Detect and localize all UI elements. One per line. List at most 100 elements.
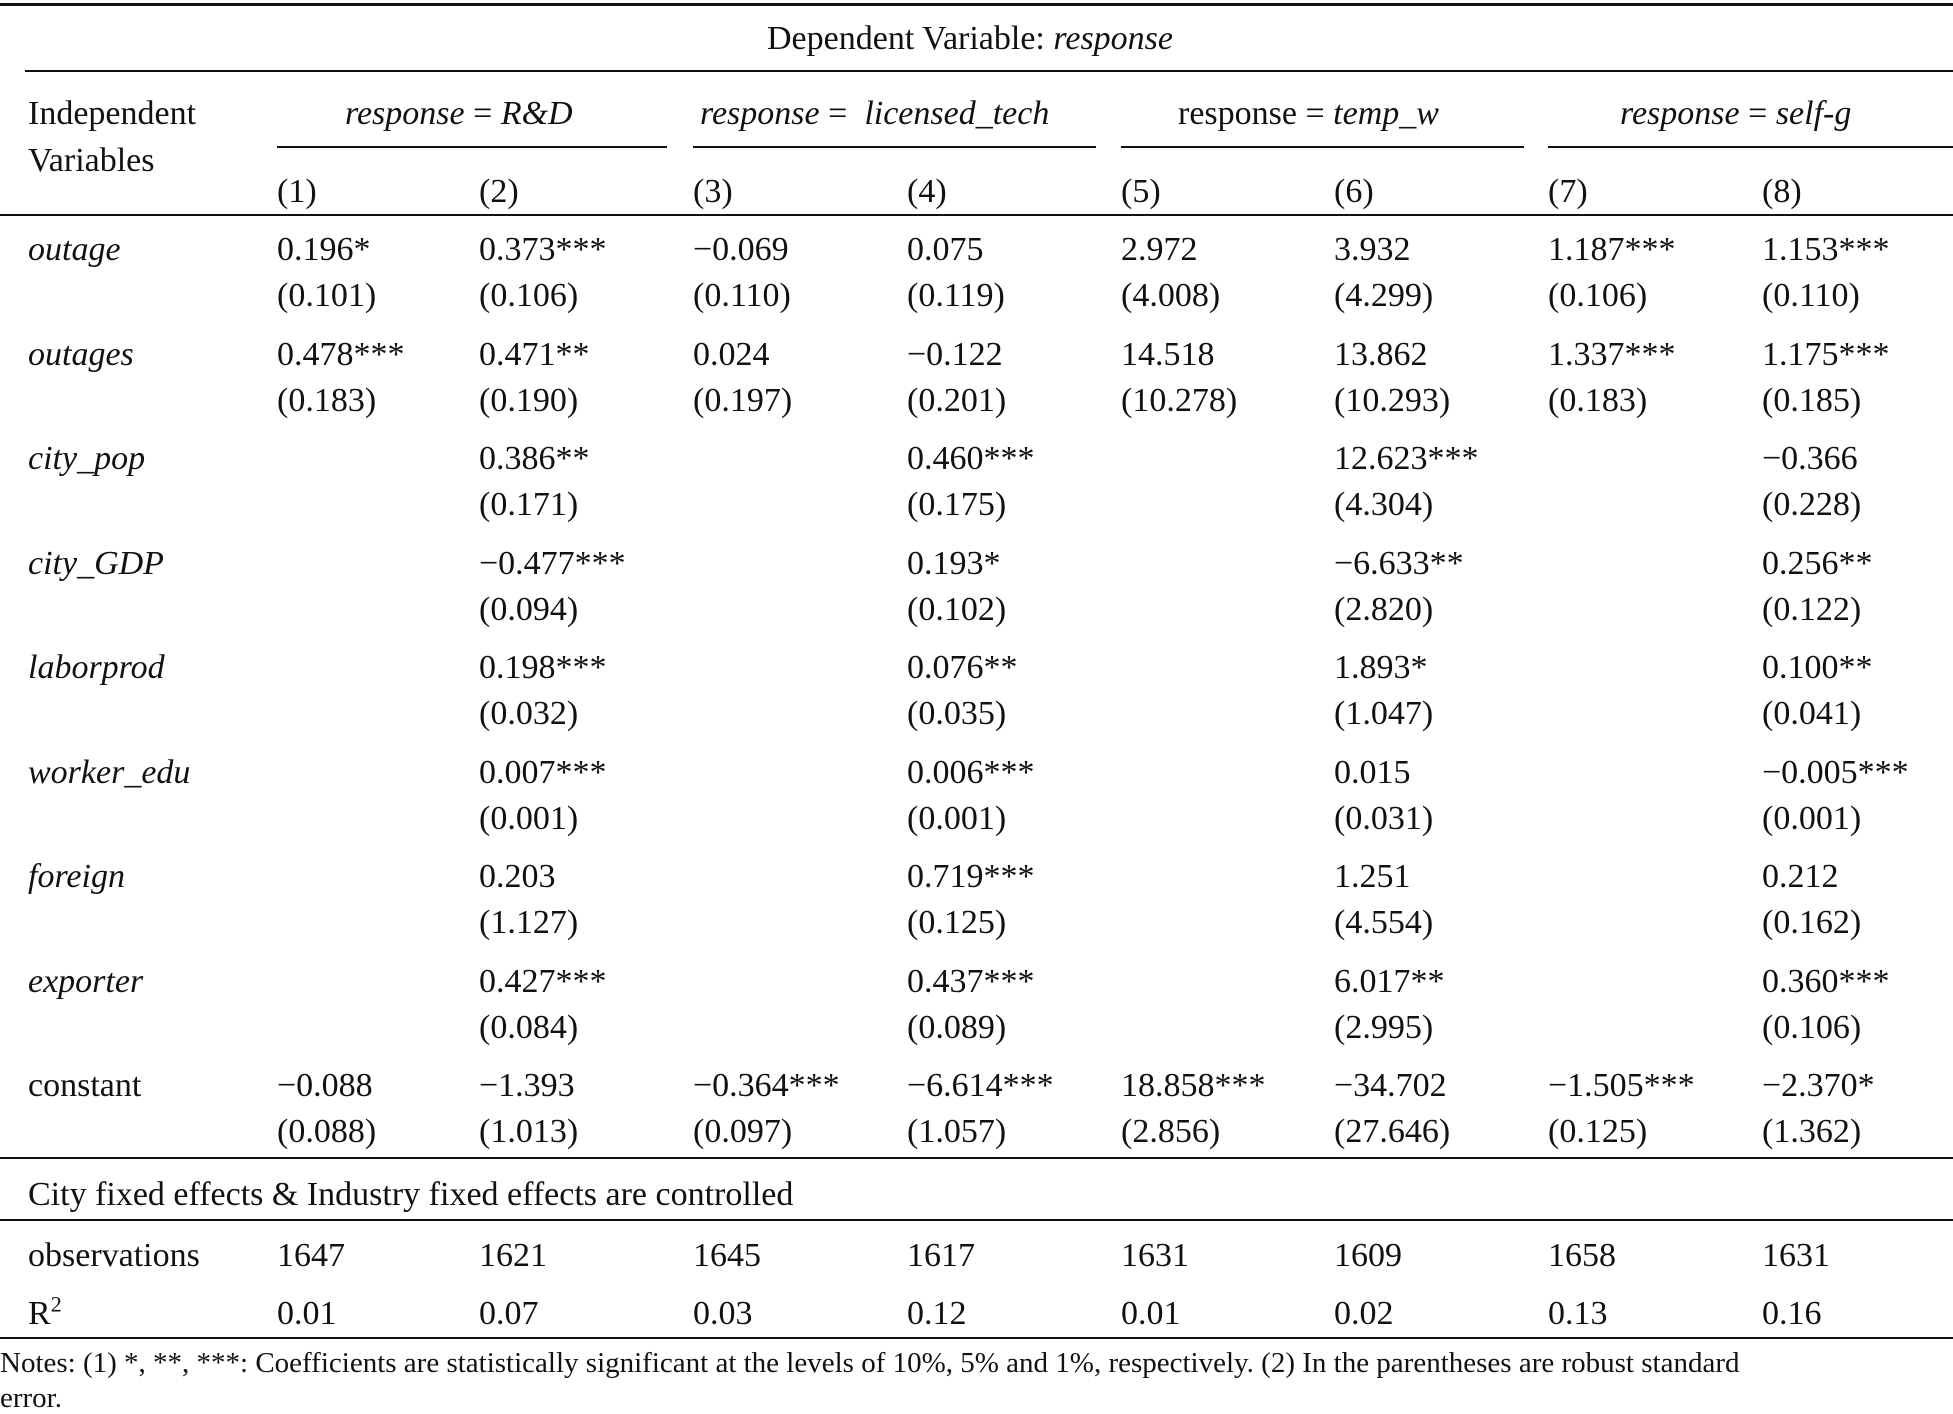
group-rule-2 (693, 146, 1096, 148)
std-error-cell: (1.362) (1762, 1113, 1862, 1150)
group-equals: = (1739, 95, 1776, 132)
coefficient-cell: 0.427*** (479, 962, 607, 1000)
column-number: (3) (693, 173, 733, 210)
coefficient-cell: 0.471** (479, 335, 590, 373)
notes-line-1: Notes: (1) *, **, ***: Coefficients are … (0, 1347, 1740, 1379)
coefficient-cell: −1.505*** (1548, 1067, 1695, 1104)
std-error-cell: (0.041) (1762, 695, 1862, 732)
coefficient-cell: −0.477*** (479, 544, 626, 582)
variable-name: outage (28, 231, 121, 268)
coefficient-cell: −1.393 (479, 1067, 575, 1104)
std-error-cell: (0.088) (277, 1113, 377, 1150)
std-error-cell: (0.001) (479, 799, 579, 837)
coefficient-cell: −0.122 (907, 335, 1003, 373)
r2-value: 0.01 (277, 1295, 337, 1332)
coefficient-cell: 0.198*** (479, 649, 607, 686)
std-error-cell: (27.646) (1334, 1113, 1451, 1150)
coefficient-cell: 1.251 (1334, 858, 1411, 895)
coefficient-cell: −6.614*** (907, 1067, 1054, 1104)
coefficient-cell: 3.932 (1334, 231, 1411, 268)
coefficient-cell: 1.175*** (1762, 335, 1890, 373)
observations-value: 1617 (907, 1237, 975, 1274)
std-error-cell: (0.183) (1548, 381, 1648, 419)
std-error-cell: (0.171) (479, 486, 579, 523)
group-header-3: response = temp_w (1178, 97, 1439, 131)
std-error-cell: (4.008) (1121, 277, 1221, 314)
variable-name: exporter (28, 962, 144, 1000)
independent-variables-label-2: Variables (28, 142, 155, 179)
std-error-cell: (0.101) (277, 277, 377, 314)
heading-rule (25, 70, 1953, 72)
top-rule (0, 3, 1953, 6)
observations-value: 1631 (1762, 1237, 1830, 1274)
coefficient-cell: 0.360*** (1762, 962, 1890, 1000)
observations-value: 1645 (693, 1237, 761, 1274)
dependent-variable-name: response (1053, 20, 1174, 57)
variable-name: outages (28, 335, 134, 373)
coefficient-cell: 0.015 (1334, 753, 1411, 791)
variable-name: foreign (28, 858, 125, 895)
coefficient-cell: 0.386** (479, 440, 590, 477)
std-error-cell: (0.102) (907, 590, 1007, 628)
coefficient-cell: 0.193* (907, 544, 1001, 582)
group-header-4: response = self-g (1620, 97, 1851, 131)
coefficient-cell: −0.088 (277, 1067, 373, 1104)
variable-name: worker_edu (28, 753, 191, 791)
column-number: (5) (1121, 173, 1161, 210)
variable-name: constant (28, 1067, 142, 1104)
std-error-cell: (0.125) (907, 904, 1007, 941)
group-name: R&D (500, 95, 573, 132)
group-rule-4 (1548, 146, 1953, 148)
std-error-cell: (0.110) (693, 277, 791, 314)
std-error-cell: (0.001) (907, 799, 1007, 837)
coefficient-cell: 0.719*** (907, 858, 1035, 895)
coefficient-cell: 0.212 (1762, 858, 1839, 895)
std-error-cell: (0.183) (277, 381, 377, 419)
std-error-cell: (0.031) (1334, 799, 1434, 837)
coefficient-cell: 0.203 (479, 858, 556, 895)
coefficient-cell: 0.478*** (277, 335, 405, 373)
coefficient-cell: −0.005*** (1762, 753, 1909, 791)
coefficient-cell: 0.076** (907, 649, 1018, 686)
std-error-cell: (0.106) (1548, 277, 1648, 314)
column-number: (2) (479, 173, 519, 210)
group-equals: = (1296, 95, 1334, 132)
coefficient-cell: −34.702 (1334, 1067, 1447, 1104)
group-rule-3 (1121, 146, 1524, 148)
group-header-1: response = R&D (345, 97, 573, 131)
coefficient-cell: 6.017** (1334, 962, 1445, 1000)
coefficient-cell: −2.370* (1762, 1067, 1875, 1104)
std-error-cell: (0.035) (907, 695, 1007, 732)
coefficient-cell: 0.460*** (907, 440, 1035, 477)
column-number: (7) (1548, 173, 1588, 210)
r2-value: 0.13 (1548, 1295, 1608, 1332)
std-error-cell: (4.299) (1334, 277, 1434, 314)
coefficient-cell: 0.437*** (907, 962, 1035, 1000)
coefficient-cell: 1.153*** (1762, 231, 1890, 268)
std-error-cell: (0.175) (907, 486, 1007, 523)
group-name: self-g (1775, 95, 1852, 132)
group-prefix: response (345, 95, 465, 132)
std-error-cell: (4.554) (1334, 904, 1434, 941)
bottom-rule (0, 1337, 1953, 1339)
std-error-cell: (0.125) (1548, 1113, 1648, 1150)
std-error-cell: (0.197) (693, 381, 793, 419)
std-error-cell: (10.293) (1334, 381, 1451, 419)
std-error-cell: (1.013) (479, 1113, 579, 1150)
r2-value: 0.16 (1762, 1295, 1822, 1332)
dependent-variable-label: Dependent Variable: (767, 20, 1054, 57)
group-header-2: response = licensed_tech (700, 97, 1049, 131)
variable-name: city_GDP (28, 544, 164, 582)
std-error-cell: (0.094) (479, 590, 579, 628)
coefficient-cell: 18.858*** (1121, 1067, 1266, 1104)
r2-label-base: R (28, 1295, 51, 1332)
dependent-variable-heading: Dependent Variable: response (767, 22, 1173, 56)
coefficient-cell: 14.518 (1121, 335, 1215, 373)
header-bottom-rule (0, 214, 1953, 216)
coefficient-cell: −6.633** (1334, 544, 1464, 582)
column-number: (8) (1762, 173, 1802, 210)
std-error-cell: (0.162) (1762, 904, 1862, 941)
std-error-cell: (0.185) (1762, 381, 1862, 419)
coefficient-cell: 0.256** (1762, 544, 1873, 582)
